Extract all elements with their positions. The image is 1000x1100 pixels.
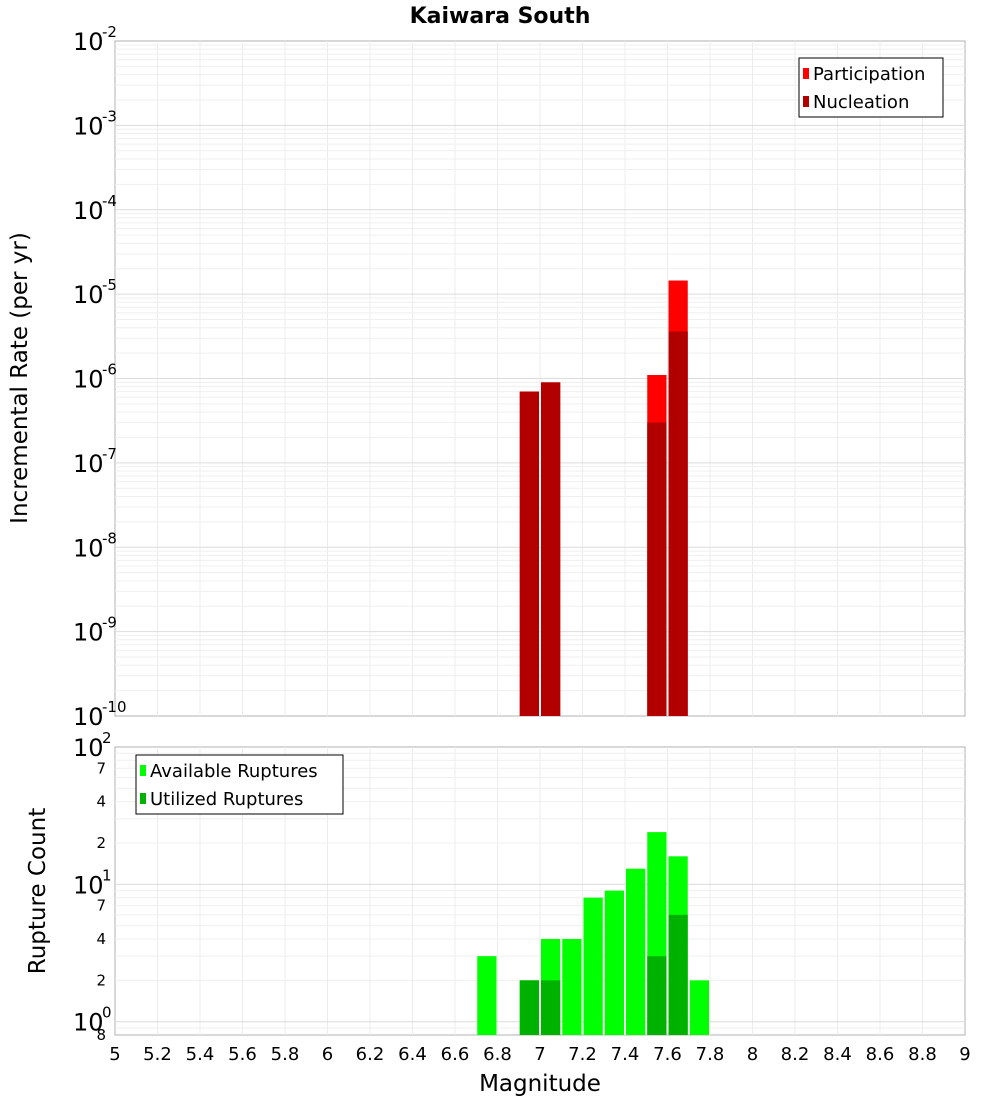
count-y-minor-tick: 7	[96, 897, 106, 915]
rate-y-tick-base: 10	[73, 450, 104, 478]
participation-legend-label: Participation	[813, 64, 925, 85]
nucleation-legend-label: Nucleation	[813, 92, 909, 113]
utilized-legend-label: Utilized Ruptures	[150, 789, 303, 810]
rate-y-tick-exponent: -9	[102, 614, 117, 632]
count-y-minor-tick: 8	[96, 1026, 106, 1044]
participation-legend-swatch	[803, 68, 809, 79]
count-y-minor-tick: 7	[96, 759, 106, 777]
rate-bar-nucleation	[647, 422, 667, 716]
magnitude-x-tick: 5.8	[271, 1044, 300, 1065]
count-y-minor-tick: 2	[96, 971, 106, 989]
rate-y-tick-base: 10	[73, 703, 104, 731]
magnitude-x-tick: 5.2	[143, 1044, 172, 1065]
magnitude-x-tick: 6.6	[441, 1044, 470, 1065]
magnitude-x-tick: 5.6	[228, 1044, 257, 1065]
magnitude-x-tick: 8.8	[908, 1044, 937, 1065]
rate-y-tick-exponent: -7	[102, 445, 117, 463]
rate-bar-nucleation	[541, 382, 561, 716]
count-bar-utilized-ruptures	[668, 914, 688, 1035]
magnitude-x-tick: 7.4	[611, 1044, 640, 1065]
rate-y-tick-exponent: -2	[102, 23, 117, 41]
magnitude-x-axis-label: Magnitude	[479, 1071, 601, 1097]
rate-y-axis-label: Incremental Rate (per yr)	[7, 232, 33, 524]
rate-y-tick-exponent: -5	[102, 276, 117, 294]
magnitude-x-tick: 6.2	[356, 1044, 385, 1065]
count-bar-available-ruptures	[626, 868, 646, 1035]
magnitude-x-tick: 7	[534, 1044, 545, 1065]
count-y-minor-tick: 4	[96, 930, 106, 948]
magnitude-x-tick: 9	[959, 1044, 970, 1065]
chart-title: Kaiwara South	[410, 4, 591, 29]
magnitude-x-tick: 5	[109, 1044, 120, 1065]
count-y-tick-exponent: 0	[102, 1004, 112, 1022]
count-legend-box	[135, 754, 344, 815]
rate-legend-box	[798, 57, 944, 118]
magnitude-x-tick: 8.4	[823, 1044, 852, 1065]
magnitude-x-tick: 6.8	[483, 1044, 512, 1065]
rate-y-tick-base: 10	[73, 281, 104, 309]
count-bars	[477, 832, 709, 1035]
count-y-minor-tick: 4	[96, 793, 106, 811]
rate-y-tick-exponent: -3	[102, 107, 117, 125]
count-y-tick-exponent: 2	[102, 729, 112, 747]
nucleation-legend-swatch	[803, 96, 809, 107]
rate-y-tick-exponent: -8	[102, 529, 117, 547]
magnitude-x-tick: 5.4	[186, 1044, 215, 1065]
magnitude-x-tick: 7.6	[653, 1044, 682, 1065]
rate-y-tick-exponent: -6	[102, 361, 117, 379]
magnitude-x-tick: 7.2	[568, 1044, 597, 1065]
count-bar-available-ruptures	[583, 897, 603, 1035]
magnitude-x-tick: 8.6	[866, 1044, 895, 1065]
rate-y-tick-base: 10	[73, 197, 104, 225]
count-bar-utilized-ruptures	[519, 980, 539, 1035]
count-y-tick-base: 10	[73, 1009, 104, 1037]
count-y-tick-base: 10	[73, 871, 104, 899]
magnitude-x-tick: 6.4	[398, 1044, 427, 1065]
rate-y-tick-base: 10	[73, 619, 104, 647]
count-y-tick-base: 10	[73, 734, 104, 762]
count-bar-available-ruptures	[604, 890, 624, 1035]
rate-panel: 10-210-310-410-510-610-710-810-910-10 In…	[7, 23, 966, 731]
magnitude-x-ticks: 5 5.2 5.4 5.6 5.8 6 6.2 6.4 6.6 6.8 7 7.2 7.4 7.6 7.8 8…	[109, 1044, 970, 1065]
rate-y-tick-base: 10	[73, 28, 104, 56]
count-legend: Available Ruptures Utilized Ruptures	[135, 754, 344, 815]
rate-y-tick-base: 10	[73, 534, 104, 562]
rate-legend: Participation Nucleation	[798, 57, 944, 118]
count-bar-utilized-ruptures	[541, 980, 561, 1035]
available-legend-label: Available Ruptures	[150, 761, 318, 782]
rate-y-ticks: 10-210-310-410-510-610-710-810-910-10	[73, 23, 127, 731]
rate-gridlines	[115, 41, 965, 716]
count-y-tick-exponent: 1	[102, 866, 112, 884]
utilized-legend-swatch	[140, 793, 146, 804]
rate-y-tick-exponent: -4	[102, 192, 117, 210]
count-bar-available-ruptures	[689, 980, 709, 1035]
rate-bar-nucleation	[519, 391, 539, 716]
rate-y-tick-exponent: -10	[102, 698, 127, 716]
magnitude-x-tick: 7.8	[696, 1044, 725, 1065]
magnitude-x-tick: 8.2	[781, 1044, 810, 1065]
available-legend-swatch	[140, 765, 146, 776]
rate-bar-nucleation	[668, 331, 688, 716]
count-bar-available-ruptures	[562, 939, 582, 1035]
count-y-minor-tick: 2	[96, 834, 106, 852]
magnitude-x-tick: 8	[747, 1044, 758, 1065]
count-bar-available-ruptures	[477, 956, 497, 1035]
rate-bars	[519, 280, 688, 716]
count-bar-utilized-ruptures	[647, 956, 667, 1035]
rate-y-tick-base: 10	[73, 366, 104, 394]
rate-y-tick-base: 10	[73, 112, 104, 140]
magnitude-x-tick: 6	[322, 1044, 333, 1065]
count-y-axis-label: Rupture Count	[25, 808, 51, 974]
